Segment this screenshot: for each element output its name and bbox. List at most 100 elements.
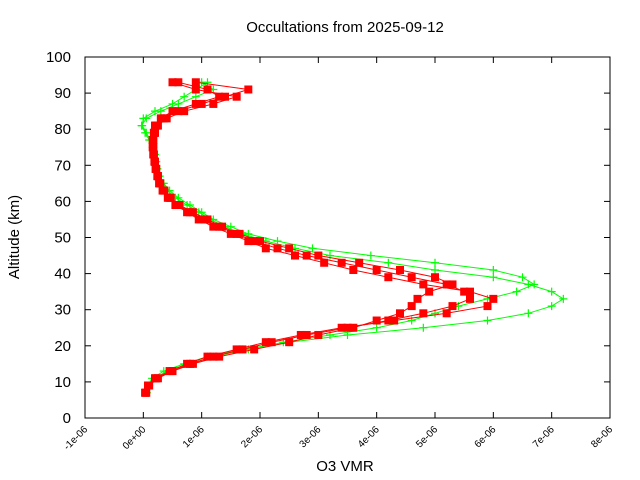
x-tick-label: 2e-06 [239, 424, 265, 450]
x-tick-label: 8e-06 [589, 424, 615, 450]
data-point [209, 222, 218, 231]
y-tick-label: 30 [54, 302, 71, 319]
data-point [349, 265, 358, 274]
data-point [175, 201, 184, 210]
series-red [141, 78, 498, 397]
data-point [174, 107, 183, 116]
data-point [326, 251, 334, 260]
data-point [384, 316, 393, 325]
data-point [384, 258, 393, 267]
data-point [191, 99, 200, 108]
data-point [203, 352, 212, 361]
data-point [232, 92, 241, 101]
data-point [203, 215, 212, 224]
y-tick-label: 100 [46, 49, 71, 66]
data-point [159, 114, 168, 123]
y-tick-label: 70 [54, 157, 71, 174]
data-point [168, 107, 177, 116]
series-line [145, 81, 454, 393]
data-point [366, 251, 375, 260]
data-point [442, 309, 451, 318]
data-point [489, 273, 498, 282]
data-point [197, 208, 206, 217]
data-point [349, 323, 358, 332]
x-tick-label: 5e-06 [414, 424, 440, 450]
data-point [431, 258, 439, 267]
data-point [425, 287, 434, 296]
series-layer [137, 78, 568, 397]
y-tick-label: 90 [54, 85, 71, 102]
data-point [150, 128, 159, 137]
data-point [314, 330, 323, 339]
data-point [226, 229, 235, 238]
data-point [524, 309, 533, 318]
data-point [226, 222, 235, 231]
data-point [291, 251, 299, 260]
data-point [448, 280, 457, 289]
data-point [149, 143, 158, 152]
data-point [518, 273, 527, 282]
data-point [302, 251, 311, 260]
data-point [320, 258, 329, 267]
data-point [142, 114, 151, 123]
data-point [153, 172, 162, 181]
data-point [191, 85, 200, 94]
data-point [372, 316, 381, 325]
data-point [244, 237, 253, 246]
x-tick-label: -1e-06 [62, 424, 91, 453]
data-point [261, 244, 270, 253]
series-line [141, 81, 536, 393]
data-point [180, 107, 189, 116]
data-point [152, 121, 161, 130]
data-point [267, 338, 276, 347]
data-point [152, 374, 161, 383]
data-point [188, 208, 197, 217]
data-point [337, 258, 346, 267]
data-point [209, 352, 218, 361]
data-point [235, 229, 244, 238]
data-point [183, 359, 192, 368]
data-point [489, 265, 498, 274]
series-line [144, 81, 495, 393]
data-point [460, 287, 469, 296]
data-point [156, 179, 165, 188]
data-point [221, 92, 229, 101]
x-tick-label: 0e+00 [121, 424, 149, 452]
data-point [218, 222, 227, 231]
data-point [152, 164, 161, 173]
data-point [431, 265, 439, 274]
data-point [483, 316, 492, 325]
data-point [547, 302, 556, 311]
data-point [285, 244, 294, 253]
data-point [407, 302, 416, 311]
x-tick-label: 1e-06 [181, 424, 207, 450]
y-tick-label: 0 [63, 410, 71, 427]
chart-title: Occultations from 2025-09-12 [246, 19, 444, 36]
data-point [419, 323, 428, 332]
data-point [483, 302, 492, 311]
data-point [285, 338, 294, 347]
data-point [273, 237, 282, 246]
data-point [174, 193, 183, 202]
data-point [308, 244, 317, 253]
data-point [466, 294, 474, 303]
data-point [559, 294, 568, 303]
data-point [203, 85, 212, 94]
data-point [512, 287, 521, 296]
data-point [372, 323, 381, 332]
data-point [168, 78, 177, 87]
x-tick-label: 3e-06 [298, 424, 324, 450]
data-point [547, 287, 556, 296]
y-tick-label: 20 [54, 338, 71, 355]
data-point [407, 273, 416, 282]
series-green [137, 78, 568, 397]
data-point [256, 237, 264, 246]
data-point [215, 352, 224, 361]
data-point [151, 157, 159, 166]
data-point [250, 237, 259, 246]
data-point [296, 330, 305, 339]
data-point [191, 92, 200, 101]
data-point [168, 367, 177, 376]
data-point [183, 208, 192, 217]
data-point [215, 92, 224, 101]
